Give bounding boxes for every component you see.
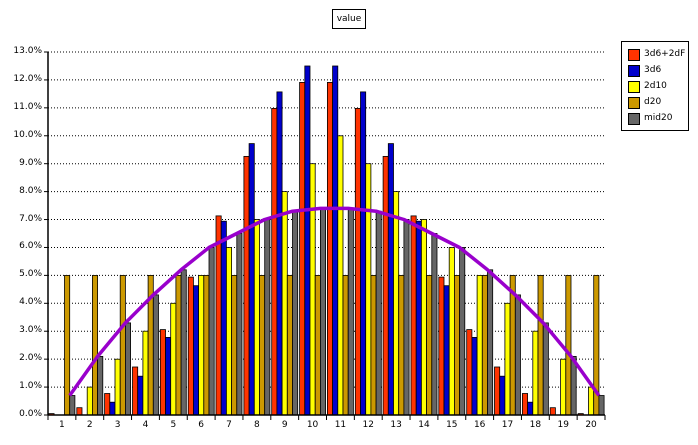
y-tick-label: 1.0% [19,381,42,392]
legend-label: 3d6+2dF [644,49,686,59]
x-tick-label: 18 [529,420,542,430]
legend-swatch-d20 [628,97,640,109]
y-tick-label: 13.0% [13,46,42,56]
y-tick-label: 4.0% [19,297,42,308]
y-tick-label: 7.0% [19,213,42,224]
legend-label: mid20 [644,113,673,123]
y-tick-label: 5.0% [19,269,42,280]
x-tick-label: 15 [446,420,458,430]
legend-label: 2d10 [644,81,667,91]
x-tick-label: 4 [142,420,149,430]
x-tick-label: 17 [501,420,514,430]
x-tick-label: 13 [390,420,402,430]
x-tick-label: 7 [226,420,232,430]
y-tick-label: 11.0% [13,101,42,112]
trend-line [68,206,601,397]
bar-series [48,65,605,416]
x-tick-label: 6 [198,420,205,430]
x-tick-label: 16 [473,420,486,430]
legend-label: 3d6 [644,65,662,75]
x-tick-label: 8 [254,420,260,430]
x-tick-label: 12 [362,420,374,430]
legend-swatch-3d6 [628,65,640,77]
y-tick-label: 6.0% [19,241,42,252]
legend: 3d6+2dF 3d6 2d10 d20 mid20 [621,41,689,131]
x-tick-label: 14 [418,420,430,430]
x-tick-label: 2 [86,420,93,430]
y-tick-label: 10.0% [13,129,42,140]
y-tick-label: 8.0% [19,185,42,196]
legend-swatch-3d6-2df [628,49,640,61]
x-tick-label: 5 [170,420,177,430]
y-tick-label: 12.0% [13,73,42,84]
y-tick-label: 2.0% [19,353,42,364]
x-tick-label: 10 [306,420,319,430]
x-tick-label: 9 [281,420,288,430]
gridlines [48,51,605,388]
x-tick-label: 19 [557,420,569,430]
axes [44,51,606,420]
legend-swatch-mid20 [628,113,640,125]
chart-title: value [332,9,366,29]
y-tick-label: 9.0% [19,157,42,168]
y-tick-label: 3.0% [19,325,42,336]
x-tick-label: 20 [585,420,597,430]
y-tick-label: 0.0% [19,409,42,419]
x-tick-label: 1 [59,420,65,430]
x-tick-label: 11 [334,420,347,430]
legend-label: d20 [644,97,662,107]
x-tick-label: 3 [114,420,121,430]
legend-swatch-2d10 [628,81,640,93]
